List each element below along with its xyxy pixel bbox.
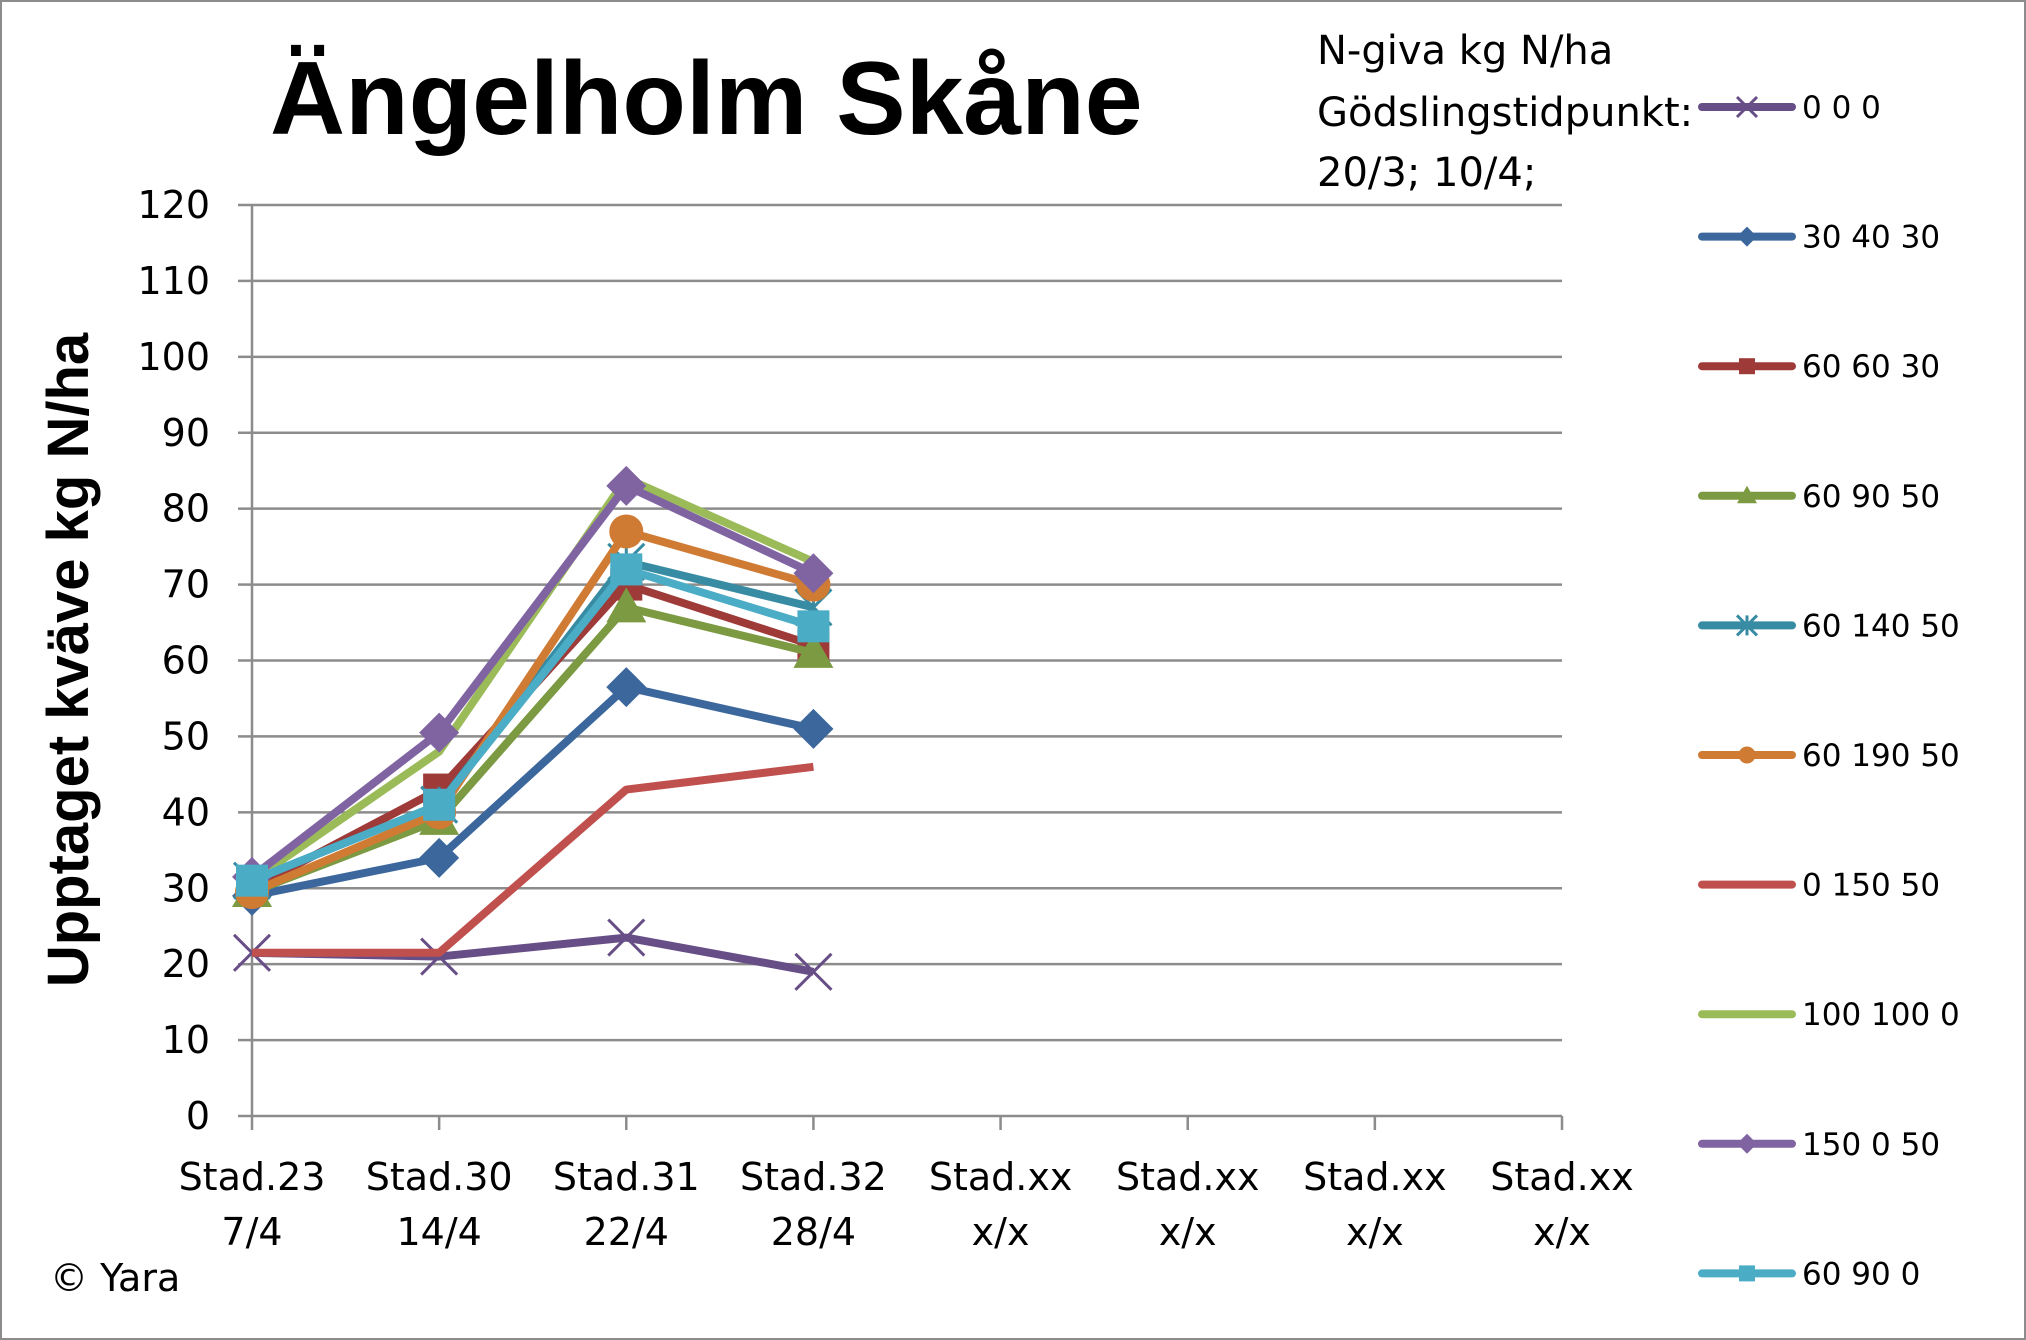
legend-item: 100 100 0 (1698, 997, 1960, 1033)
legend-item: 60 90 0 (1698, 1256, 1920, 1292)
x-tick-label: x/x (1346, 1210, 1404, 1254)
legend-item: 30 40 30 (1698, 220, 1940, 256)
marker-triangle (606, 587, 647, 623)
legend-label: 30 40 30 (1802, 220, 1940, 256)
x-tick-label: Stad.xx (1303, 1155, 1446, 1199)
legend-label: 60 90 50 (1802, 479, 1940, 515)
legend-label: 60 140 50 (1802, 608, 1960, 644)
y-tick-label: 100 (137, 335, 210, 379)
x-tick-label: x/x (1533, 1210, 1591, 1254)
legend-item: 60 90 50 (1698, 479, 1940, 515)
y-axis-label: Upptaget kväve kg N/ha (36, 332, 101, 987)
legend-item: 60 60 30 (1698, 349, 1940, 385)
y-tick-label: 80 (162, 487, 210, 531)
y-tick-label: 30 (162, 866, 210, 910)
legend-item: 150 0 50 (1698, 1127, 1940, 1163)
x-tick-label: 7/4 (221, 1210, 282, 1254)
marker-square (1739, 1265, 1755, 1282)
legend-label: 60 60 30 (1802, 349, 1940, 385)
legend-item: 60 140 50 (1698, 608, 1960, 644)
x-tick-label: Stad.xx (929, 1155, 1072, 1199)
marker-triangle (793, 632, 834, 668)
y-tick-label: 50 (162, 714, 210, 758)
legend-label: 100 100 0 (1802, 997, 1960, 1033)
marker-diamond (606, 667, 647, 708)
annotation-line-1: N-giva kg N/ha (1317, 28, 1614, 74)
series-60-90-0 (236, 553, 830, 897)
marker-square (610, 553, 643, 586)
annotation-line-3: 20/3; 10/4; (1317, 150, 1537, 196)
x-tick-label: x/x (1159, 1210, 1217, 1254)
marker-diamond (793, 708, 834, 749)
x-tick-label: Stad.xx (1116, 1155, 1259, 1199)
marker-diamond (419, 712, 460, 753)
y-tick-label: 40 (162, 790, 210, 834)
marker-diamond (606, 465, 647, 506)
marker-x (1735, 95, 1759, 119)
series-line (251, 683, 815, 900)
series-line (252, 762, 814, 957)
series-30-40-30 (232, 667, 834, 916)
series-line (250, 565, 815, 885)
marker-triangle (1737, 485, 1757, 504)
y-tick-label: 60 (162, 639, 210, 683)
marker-square (423, 788, 456, 821)
annotation-line-2: Gödslingstidpunkt: (1317, 90, 1694, 136)
x-tick-label: x/x (972, 1210, 1030, 1254)
y-tick-label: 70 (162, 563, 210, 607)
legend-item: 0 0 0 (1698, 90, 1881, 126)
chart-title: Ängelholm Skåne (270, 41, 1143, 157)
x-tick-label: Stad.32 (740, 1155, 887, 1199)
x-tick-label: Stad.30 (366, 1155, 513, 1199)
x-tick-label: 28/4 (771, 1210, 856, 1254)
marker-diamond (793, 553, 834, 594)
legend-label: 60 190 50 (1802, 738, 1960, 774)
series-line (249, 481, 816, 881)
x-tick-label: 22/4 (584, 1210, 669, 1254)
x-tick-label: Stad.xx (1490, 1155, 1633, 1199)
copyright: © Yara (50, 1256, 181, 1300)
marker-diamond (1737, 226, 1757, 247)
legend-label: 0 150 50 (1802, 868, 1940, 904)
marker-diamond (1737, 1133, 1757, 1154)
y-tick-label: 90 (162, 411, 210, 455)
y-tick-label: 110 (137, 259, 210, 303)
legend-label: 60 90 0 (1802, 1256, 1920, 1292)
marker-x (607, 918, 646, 957)
series-line (250, 527, 815, 896)
x-tick-label: Stad.23 (179, 1155, 326, 1199)
legend-item: 0 150 50 (1698, 868, 1940, 904)
y-tick-label: 20 (162, 942, 210, 986)
marker-circle (1738, 746, 1756, 764)
marker-square (797, 610, 830, 643)
y-tick-label: 120 (137, 183, 210, 227)
marker-square (236, 864, 268, 897)
y-tick-label: 10 (162, 1018, 210, 1062)
series-0-150-50 (252, 762, 814, 957)
x-tick-label: Stad.31 (553, 1155, 700, 1199)
marker-diamond (419, 837, 460, 878)
y-tick-label: 0 (186, 1094, 210, 1138)
marker-circle (609, 514, 644, 549)
series-60-140-50 (232, 542, 833, 900)
legend-label: 150 0 50 (1802, 1127, 1940, 1163)
legend-label: 0 0 0 (1802, 90, 1881, 126)
x-tick-label: 14/4 (396, 1210, 481, 1254)
marker-square (1739, 358, 1755, 375)
legend-item: 60 190 50 (1698, 738, 1960, 774)
marker-x (794, 952, 833, 991)
